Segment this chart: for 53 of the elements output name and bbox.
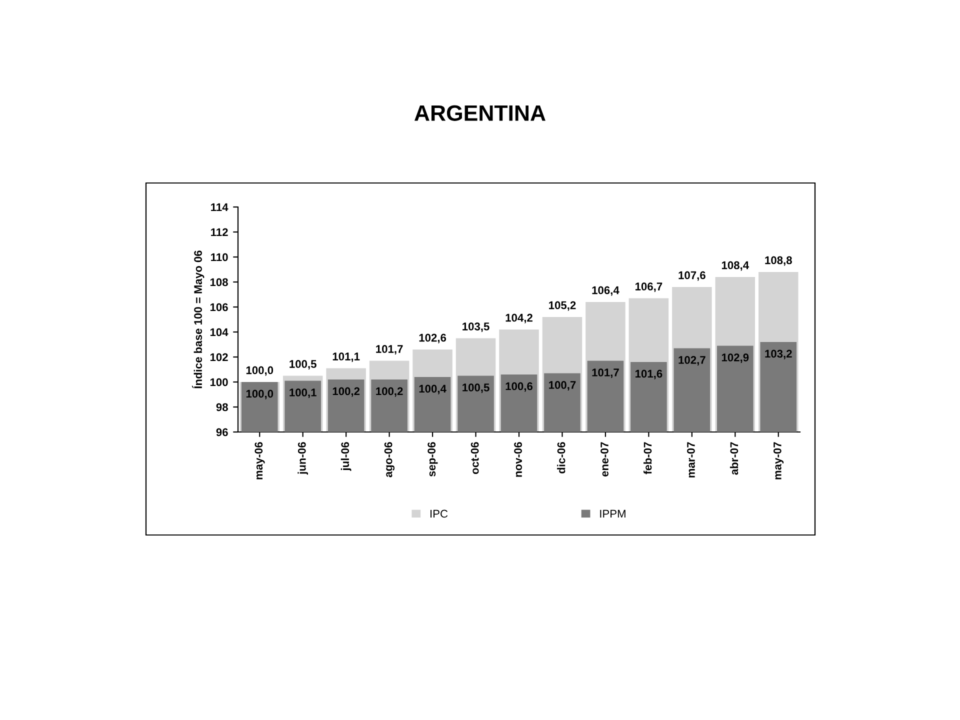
data-label: 103,5 xyxy=(462,322,490,332)
y-tick-label: 106 xyxy=(210,303,228,312)
x-tick-label: may-07 xyxy=(774,442,784,480)
data-label: 100,1 xyxy=(290,388,316,398)
data-label: 107,6 xyxy=(678,271,706,281)
data-label: 102,9 xyxy=(722,354,749,364)
data-label: 100,2 xyxy=(376,387,403,397)
data-label: 101,7 xyxy=(376,345,403,355)
data-label: 100,5 xyxy=(462,384,490,394)
data-label: 102,7 xyxy=(678,356,706,366)
data-label: 100,0 xyxy=(246,366,274,376)
data-label: 100,5 xyxy=(290,360,316,370)
legend-label: IPC xyxy=(430,510,448,518)
chart-title: ARGENTINA xyxy=(414,105,546,121)
y-tick-label: 96 xyxy=(216,428,228,436)
x-tick-label: may-06 xyxy=(254,442,265,480)
x-tick-label: dic-06 xyxy=(557,442,566,474)
data-label: 101,1 xyxy=(332,352,360,362)
y-tick-label: 108 xyxy=(210,278,228,286)
y-tick-label: 100 xyxy=(210,378,228,386)
data-label: 100,4 xyxy=(419,384,446,394)
y-tick-label: 104 xyxy=(210,328,228,336)
data-label: 102,6 xyxy=(419,334,446,344)
legend-label: IPPM xyxy=(600,510,626,518)
data-label: 106,7 xyxy=(635,282,662,292)
x-tick-label: ago-06 xyxy=(384,442,394,478)
x-tick-label: nov-06 xyxy=(514,442,522,477)
data-label: 101,7 xyxy=(592,368,619,378)
data-label: 108,4 xyxy=(722,261,749,271)
data-label: 103,2 xyxy=(765,350,792,360)
x-tick-label: feb-07 xyxy=(644,442,652,474)
data-label: 101,6 xyxy=(635,370,662,380)
x-tick-label: abr-07 xyxy=(730,442,738,475)
data-label: 105,2 xyxy=(549,301,576,311)
x-tick-label: sep-06 xyxy=(428,442,438,477)
y-tick-label: 102 xyxy=(210,353,228,362)
data-label: 100,6 xyxy=(506,382,532,392)
y-tick-label: 110 xyxy=(211,253,228,262)
data-label: 106,4 xyxy=(592,286,620,296)
data-label: 104,2 xyxy=(506,314,532,324)
x-tick-label: ene-07 xyxy=(600,442,608,476)
data-label: 100,0 xyxy=(246,390,274,400)
y-tick-label: 98 xyxy=(216,403,228,412)
y-tick-label: 114 xyxy=(211,203,228,212)
y-tick-label: 112 xyxy=(211,228,228,236)
data-label: 108,8 xyxy=(765,256,792,266)
data-label: 100,7 xyxy=(549,381,576,391)
x-tick-label: jul-06 xyxy=(340,442,352,471)
x-tick-label: oct-06 xyxy=(470,442,479,474)
y-axis-title: Índice base 100 = Mayo 06 xyxy=(192,250,204,388)
x-tick-label: jun-06 xyxy=(298,442,308,475)
x-tick-label: mar-07 xyxy=(687,442,695,478)
data-label: 100,2 xyxy=(332,387,360,397)
